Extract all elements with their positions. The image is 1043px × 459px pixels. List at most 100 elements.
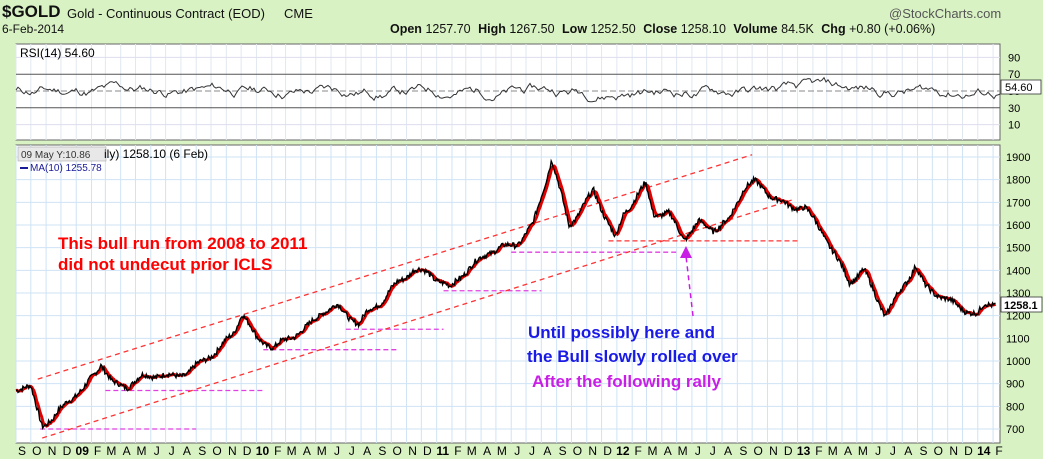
annotation-blue-line2: the Bull slowly rolled over — [527, 347, 738, 366]
x-tick-label: M — [828, 444, 838, 458]
trendlines — [37, 154, 792, 439]
rsi-current-tag — [1000, 79, 1042, 95]
x-tick-label: D — [63, 444, 72, 458]
price-tick-label: 1700 — [1006, 197, 1030, 209]
chg-label: Chg — [821, 22, 846, 36]
open-label: Open — [390, 22, 422, 36]
x-tick-label: D — [243, 444, 252, 458]
x-tick-label: F — [635, 444, 642, 458]
x-tick-label: F — [815, 444, 822, 458]
watermark: @StockCharts.com — [889, 6, 1002, 21]
rsi-grid — [15, 44, 1000, 140]
x-tick-label: M — [858, 444, 868, 458]
x-tick-label: F — [454, 444, 461, 458]
price-tick-label: 1800 — [1006, 175, 1030, 187]
x-tick-label: M — [287, 444, 297, 458]
close-value: 1258.10 — [680, 22, 726, 36]
rsi-line — [15, 76, 1001, 103]
x-tick-label: S — [559, 444, 567, 458]
x-tick-label: D — [784, 444, 793, 458]
x-tick-label: A — [904, 444, 912, 458]
x-tick-label: F — [274, 444, 281, 458]
x-tick-label: O — [573, 444, 582, 458]
x-tick-label: A — [724, 444, 732, 458]
price-line — [15, 158, 996, 431]
trendline — [37, 154, 753, 380]
x-tick-label: M — [647, 444, 657, 458]
x-axis: S O N D 09 F M A M J J A S O N D 10 F M A M J J A S O N D 11 F M A M J J A S… — [18, 444, 1003, 458]
annotation-purple: After the following rally — [532, 372, 721, 391]
x-tick-label: N — [588, 444, 597, 458]
price-tick-label: 1200 — [1006, 311, 1030, 323]
x-tick-label: D — [964, 444, 973, 458]
x-tick-label: N — [769, 444, 778, 458]
x-tick-label: S — [920, 444, 928, 458]
price-tick-label: 1400 — [1006, 265, 1030, 277]
high-label: High — [478, 22, 506, 36]
x-tick-label: N — [228, 444, 237, 458]
high-value: 1267.50 — [509, 22, 555, 36]
x-tick-label: A — [543, 444, 551, 458]
annotation-red-line1: This bull run from 2008 to 2011 — [58, 234, 307, 253]
last-price-value: 1258.1 — [1004, 300, 1038, 312]
rsi-current-value: 54.60 — [1005, 82, 1033, 94]
symbol: $GOLD — [2, 2, 61, 21]
rsi-tick-label: 70 — [1008, 69, 1020, 81]
annotation-arrow-line — [685, 255, 694, 317]
x-tick-label: A — [844, 444, 852, 458]
x-tick-label: A — [483, 444, 491, 458]
x-tick-label: M — [467, 444, 477, 458]
x-tick-label: A — [123, 444, 131, 458]
tooltip-text: 09 May Y:10.86 — [21, 150, 91, 161]
x-tick-label: J — [890, 444, 896, 458]
price-panel — [15, 144, 1001, 444]
price-tick-label: 1600 — [1006, 220, 1030, 232]
price-tick-label: 1900 — [1006, 152, 1030, 164]
price-tick-label: 1100 — [1006, 333, 1030, 345]
x-tick-label: S — [198, 444, 206, 458]
x-tick-label: J — [154, 444, 160, 458]
annotation-blue-line1: Until possibly here and — [528, 323, 715, 342]
x-tick-label: O — [32, 444, 41, 458]
exchange: CME — [284, 6, 313, 21]
x-tick-label: O — [212, 444, 221, 458]
x-tick-label: J — [710, 444, 716, 458]
x-tick-label: 14 — [977, 444, 991, 458]
price-axis: 1900180017001600150014001300120011001000… — [1006, 152, 1030, 436]
rsi-label: RSI(14) 54.60 — [20, 46, 95, 60]
x-tick-label: F — [94, 444, 101, 458]
x-tick-label: J — [875, 444, 881, 458]
x-tick-label: S — [378, 444, 386, 458]
ohlc-readout: Open 1257.70 High 1267.50 Low 1252.50 Cl… — [390, 22, 935, 36]
x-tick-label: N — [48, 444, 57, 458]
x-tick-label: 10 — [256, 444, 270, 458]
x-tick-label: 12 — [616, 444, 630, 458]
low-value: 1252.50 — [590, 22, 636, 36]
x-tick-label: 11 — [436, 444, 449, 458]
x-tick-label: J — [529, 444, 535, 458]
x-tick-label: D — [423, 444, 432, 458]
chg-value: +0.80 (+0.06%) — [849, 22, 936, 36]
x-tick-label: 13 — [797, 444, 811, 458]
x-tick-label: F — [995, 444, 1002, 458]
volume-label: Volume — [733, 22, 778, 36]
rsi-tick-label: 30 — [1008, 103, 1020, 115]
x-tick-label: M — [136, 444, 146, 458]
rsi-tick-label: 90 — [1008, 52, 1020, 64]
x-tick-label: 09 — [76, 444, 90, 458]
x-tick-label: N — [408, 444, 417, 458]
x-tick-label: N — [949, 444, 958, 458]
price-legend: ily) 1258.10 (6 Feb) — [104, 147, 208, 161]
instrument-name: Gold - Continuous Contract (EOD) — [67, 6, 265, 21]
annotation-arrow-head — [680, 246, 692, 258]
volume-value: 84.5K — [781, 22, 814, 36]
price-tick-label: 900 — [1006, 379, 1024, 391]
x-tick-label: A — [183, 444, 191, 458]
x-tick-label: J — [349, 444, 355, 458]
x-tick-label: A — [363, 444, 371, 458]
rsi-panel — [15, 43, 1001, 141]
x-tick-label: S — [18, 444, 26, 458]
x-tick-label: D — [603, 444, 612, 458]
open-value: 1257.70 — [425, 22, 471, 36]
